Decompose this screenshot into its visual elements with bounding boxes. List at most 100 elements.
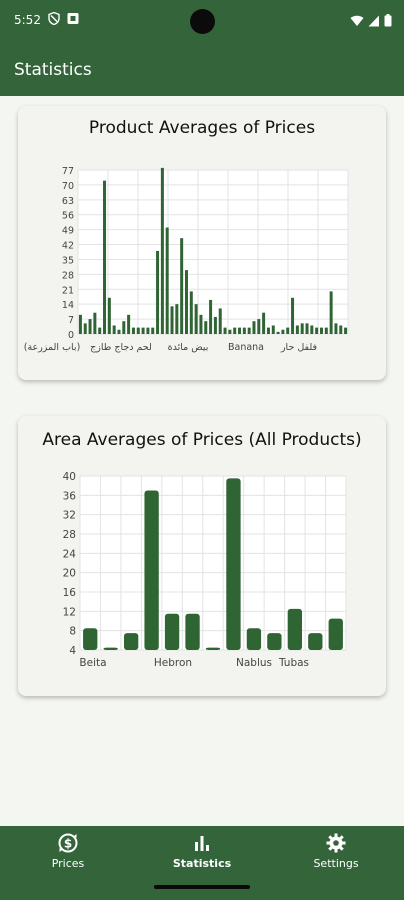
camera-cutout (190, 9, 215, 34)
y-tick-label: 14 (62, 300, 74, 311)
page-title: Statistics (14, 60, 92, 80)
status-bar: 5:52 (0, 0, 404, 42)
chart-bar (180, 238, 184, 334)
chart-bar (257, 319, 261, 334)
y-tick-label: 4 (69, 645, 76, 657)
y-tick-label: 12 (63, 606, 76, 618)
chart-bar (262, 312, 266, 334)
bar-chart-icon (195, 836, 209, 851)
chart-bar (204, 321, 208, 334)
chart-bar (291, 297, 295, 334)
x-tick-label: فلفل حار (280, 342, 317, 353)
y-tick-label: 28 (62, 270, 74, 281)
chart-bar (122, 321, 126, 334)
chart-bar (205, 647, 221, 650)
chart-bar (315, 327, 319, 334)
chart-bar (276, 331, 280, 334)
nav-settings[interactable]: Settings (291, 832, 381, 870)
y-tick-label: 24 (63, 548, 77, 560)
svg-text:$: $ (64, 837, 72, 851)
product-averages-chart: 0 7 14 21 28 35 42 49 56 63 70 77 (باب المزرعة) لحم د… (24, 166, 349, 353)
shield-icon (48, 12, 60, 25)
chart-bar (131, 327, 135, 334)
x-tick-label: لحم دجاج طازج (90, 342, 152, 353)
chart-bar (247, 327, 251, 334)
chart-bar (185, 613, 200, 650)
chart-bar (83, 323, 87, 334)
chart-bar (209, 299, 213, 334)
chart-bar (305, 323, 309, 334)
chart-bar (223, 327, 227, 334)
y-tick-label: 7 (68, 315, 74, 326)
chart-bar (328, 618, 343, 650)
chart-bar (194, 304, 198, 334)
chart-bar (228, 329, 232, 334)
nav-prices[interactable]: $ Prices (23, 832, 113, 870)
chart-bar (344, 327, 348, 334)
chart-bar (93, 312, 97, 334)
chart-bar (175, 304, 179, 334)
chart-bar (334, 323, 338, 334)
status-icons (350, 14, 392, 27)
y-tick-label: 42 (62, 241, 74, 252)
chart-bar (165, 227, 169, 334)
chart-bar (271, 325, 275, 334)
chart-bar (242, 327, 246, 334)
x-tick-label: Beita (79, 657, 106, 669)
chart-bar (78, 314, 82, 334)
chart-bar (151, 327, 155, 334)
product-averages-card: Product Averages of Prices 0 7 14 21 28 35 42 4… (18, 106, 386, 380)
chart-bar (117, 329, 121, 334)
gear-icon (326, 833, 346, 853)
chart-bar (112, 325, 116, 334)
chart-bar (286, 327, 290, 334)
chart-bar (127, 314, 131, 334)
x-tick-label: (باب المزرعة) (24, 342, 81, 353)
chart-bar (281, 329, 285, 334)
chart-bar (252, 321, 256, 334)
x-tick-label: Nablus (236, 657, 272, 669)
y-tick-label: 77 (62, 166, 74, 177)
chart-bar (226, 478, 241, 650)
area-averages-card: Area Averages of Prices (All Products) 4… (18, 416, 386, 696)
y-tick-label: 63 (62, 196, 74, 207)
chart-bar (308, 633, 323, 650)
chart-bar (103, 180, 107, 334)
chart-bar (233, 327, 237, 334)
signal-icon (368, 15, 379, 26)
chart-bar (189, 291, 193, 334)
x-tick-label: Banana (228, 342, 264, 353)
x-tick-label: Hebron (154, 657, 192, 669)
nav-settings-label: Settings (313, 857, 359, 870)
y-tick-label: 21 (62, 285, 74, 296)
statistics-content[interactable]: Product Averages of Prices 0 7 14 21 28 35 42 4… (0, 96, 404, 826)
y-tick-label: 16 (63, 587, 77, 599)
y-tick-label: 35 (62, 255, 74, 266)
battery-icon (384, 14, 392, 27)
plot-area (78, 170, 348, 334)
y-tick-label: 20 (63, 568, 76, 580)
y-tick-label: 8 (69, 626, 76, 638)
nav-statistics[interactable]: Statistics (157, 832, 247, 870)
chart-bar (300, 323, 304, 334)
chart-bar (238, 327, 242, 334)
chart-bar (103, 647, 118, 650)
nav-statistics-label: Statistics (172, 857, 232, 870)
chart-bar (164, 613, 180, 650)
chart-bar (319, 327, 323, 334)
chart-bar (287, 608, 303, 650)
chart-bar (184, 270, 188, 334)
notification-icon (67, 13, 79, 24)
x-tick-label: بيض مائدة (168, 342, 209, 353)
chart-bar (107, 297, 111, 334)
chart-bar (199, 314, 203, 334)
chart-bar (83, 628, 98, 650)
price-change-icon: $ (58, 833, 78, 853)
y-tick-label: 49 (62, 226, 74, 237)
nav-prices-label: Prices (51, 857, 85, 870)
y-tick-label: 28 (63, 529, 76, 541)
y-tick-label: 70 (62, 181, 74, 192)
home-indicator (154, 885, 250, 889)
chart-bar (156, 250, 160, 334)
x-tick-label: Tubas (278, 657, 309, 669)
